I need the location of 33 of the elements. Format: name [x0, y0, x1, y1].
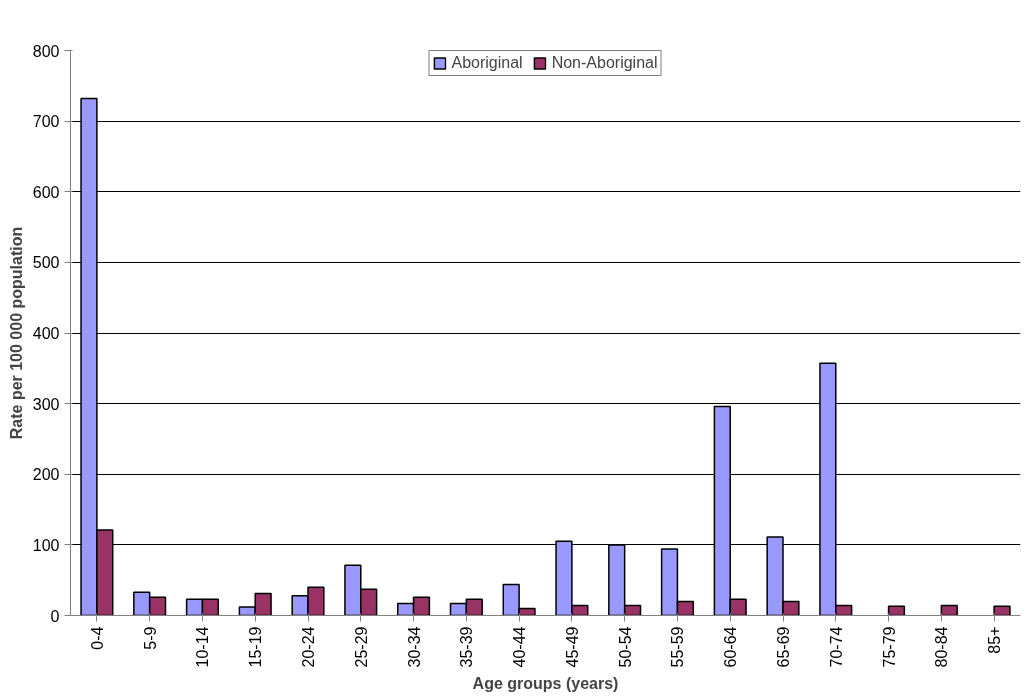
bar	[993, 605, 1011, 616]
x-tick-label: 45-49	[563, 626, 581, 668]
y-tick-label: 0	[50, 607, 60, 625]
x-tick-label: 50-54	[616, 626, 634, 668]
x-tick-label: 5-9	[141, 626, 159, 650]
x-tick-label: 65-69	[775, 626, 792, 668]
y-tick-label: 500	[32, 254, 60, 272]
x-tick-label: 20-24	[300, 626, 317, 668]
legend-label: Non-Aboriginal	[551, 54, 658, 72]
y-tick-label: 600	[32, 183, 60, 201]
x-tick-label: 80-84	[933, 626, 951, 668]
y-axis-title: Rate per 100 000 population	[7, 226, 25, 440]
y-tick-label: 300	[32, 395, 60, 413]
x-tick-label: 10-14	[194, 626, 212, 668]
x-tick-label: 55-59	[669, 626, 687, 668]
x-axis-title: Age groups (years)	[472, 675, 619, 693]
y-tick-label: 700	[32, 113, 60, 131]
y-tick-label: 200	[32, 466, 60, 484]
bar	[940, 604, 958, 616]
x-tick-label: 30-34	[405, 626, 423, 668]
x-tick-label: 85+	[986, 626, 1004, 654]
x-tick-label: 35-39	[458, 626, 476, 668]
y-tick-label: 800	[32, 42, 60, 60]
x-tick-label: 15-19	[247, 626, 265, 668]
x-tick-label: 70-74	[827, 626, 845, 668]
x-tick-label: 60-64	[722, 626, 740, 668]
x-tick-label: 75-79	[880, 626, 898, 668]
legend-label: Aboriginal	[451, 54, 523, 72]
y-tick-label: 400	[32, 325, 60, 342]
x-tick-label: 40-44	[511, 626, 529, 668]
x-tick-label: 25-29	[352, 626, 370, 668]
y-tick-label: 100	[32, 536, 60, 554]
x-tick-label: 0-4	[88, 626, 106, 650]
